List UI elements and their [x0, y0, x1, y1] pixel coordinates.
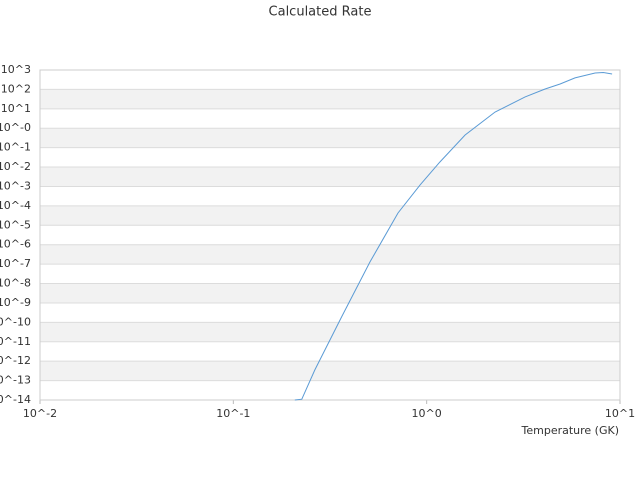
y-tick-label: 10^-1 — [0, 141, 31, 154]
y-tick-label: 10^-5 — [0, 218, 31, 231]
y-tick-label: 10^-13 — [0, 374, 31, 387]
y-tick-label: 10^-4 — [0, 199, 31, 212]
grid-band — [40, 167, 620, 187]
grid-band — [40, 283, 620, 303]
y-tick-label: 10^-12 — [0, 354, 31, 367]
grid-band — [40, 361, 620, 381]
y-tick-label: 10^-0 — [0, 121, 31, 134]
grid-band — [40, 244, 620, 265]
y-tick-label: 10^-7 — [0, 257, 31, 270]
y-tick-label: 10^1 — [1, 102, 31, 115]
plot-border — [39, 69, 621, 401]
y-tick-label: 10^-11 — [0, 335, 31, 348]
y-tick-label: 10^-6 — [0, 238, 31, 251]
grid-band — [40, 322, 620, 342]
y-tick-label: 10^-3 — [0, 179, 31, 192]
x-tick-label: 10^-2 — [23, 407, 57, 420]
y-tick-label: 10^2 — [1, 82, 31, 95]
x-tick-label: 10^-1 — [216, 407, 250, 420]
grid-band — [40, 128, 620, 148]
y-tick-label: 10^-10 — [0, 315, 31, 328]
x-tick-label: 10^0 — [412, 407, 442, 420]
grid-band — [40, 205, 620, 226]
x-tick-label: 10^1 — [605, 407, 635, 420]
y-tick-label: 10^-8 — [0, 277, 31, 290]
grid-band — [40, 89, 620, 109]
y-tick-label: 10^3 — [1, 63, 31, 76]
data-line — [294, 71, 613, 401]
y-tick-label: 10^-14 — [0, 393, 31, 406]
y-tick-label: 10^-2 — [0, 160, 31, 173]
chart-title: Calculated Rate — [269, 5, 372, 20]
plot-area — [40, 69, 620, 401]
y-tick-label: 10^-9 — [0, 296, 31, 309]
plot-background — [40, 70, 620, 400]
x-axis-label: Temperature (GK) — [521, 424, 620, 437]
